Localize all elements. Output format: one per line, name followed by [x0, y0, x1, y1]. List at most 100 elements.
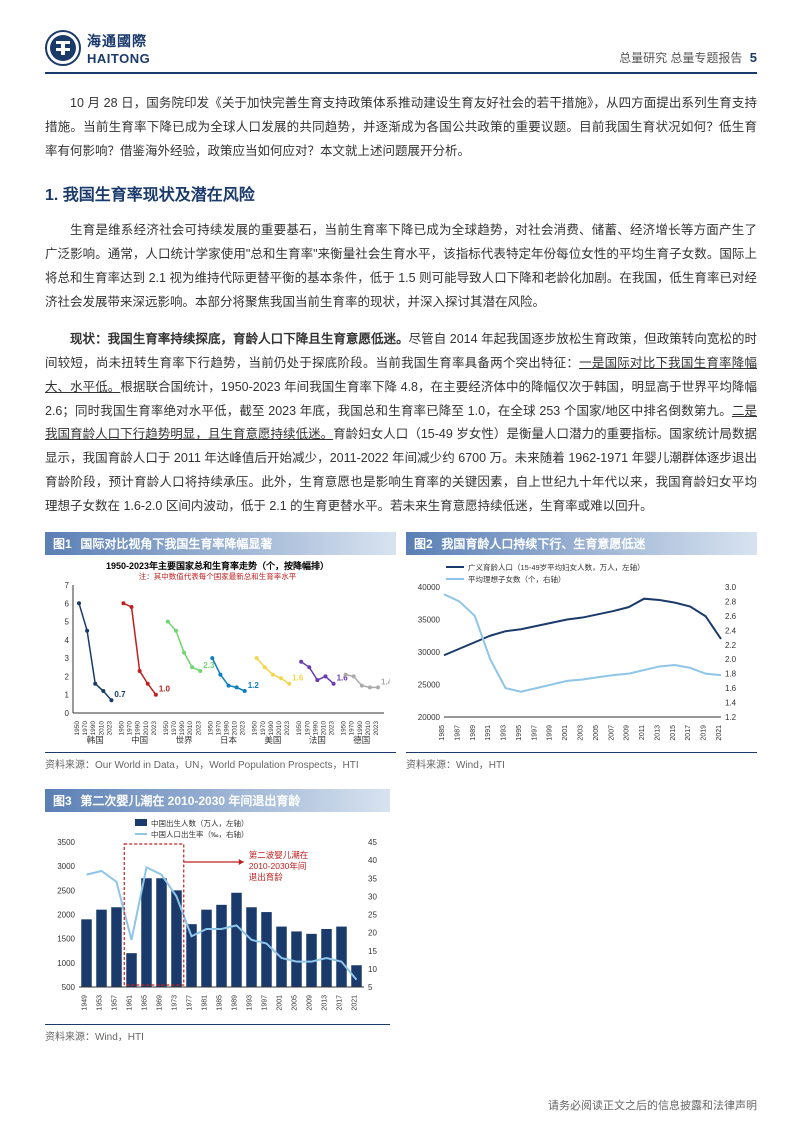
- svg-text:广义育龄人口（15-49岁平均妇女人数，万人，左轴）: 广义育龄人口（15-49岁平均妇女人数，万人，左轴）: [468, 562, 645, 572]
- svg-text:第二波婴儿潮在: 第二波婴儿潮在: [249, 850, 309, 860]
- paragraph-3: 现状：我国生育率持续探底，育龄人口下降且生育意愿低迷。尽管自 2014 年起我国…: [45, 328, 757, 518]
- svg-text:30: 30: [368, 893, 377, 902]
- svg-text:1000: 1000: [57, 959, 75, 968]
- chart2-source: 资料来源：Wind，HTI: [406, 752, 757, 777]
- svg-text:2017: 2017: [685, 725, 692, 741]
- svg-text:2010: 2010: [320, 721, 327, 736]
- svg-text:2010: 2010: [143, 721, 150, 736]
- svg-text:2001: 2001: [277, 995, 284, 1011]
- svg-text:1977: 1977: [187, 995, 194, 1011]
- svg-text:1970: 1970: [171, 721, 178, 736]
- header-right: 总量研究 总量专题报告 5: [619, 49, 757, 66]
- svg-text:2.8: 2.8: [725, 598, 737, 607]
- chart2: 广义育龄人口（15-49岁平均妇女人数，万人，左轴）平均理想子女数（个，右轴）2…: [406, 557, 751, 747]
- svg-text:1.6: 1.6: [725, 684, 737, 693]
- svg-text:1950: 1950: [296, 721, 303, 736]
- svg-text:日本: 日本: [220, 735, 238, 745]
- svg-text:1961: 1961: [127, 995, 134, 1011]
- svg-text:退出育龄: 退出育龄: [249, 872, 284, 882]
- chart3-title: 图3 第二次婴儿潮在 2010-2030 年间退出育龄: [45, 789, 390, 812]
- svg-text:韩国: 韩国: [87, 735, 104, 745]
- svg-text:0: 0: [65, 709, 70, 718]
- svg-text:2019: 2019: [701, 725, 708, 741]
- svg-text:2011: 2011: [639, 725, 646, 740]
- footer-disclaimer: 请务必阅读正文之后的信息披露和法律声明: [548, 1097, 757, 1113]
- svg-text:1970: 1970: [82, 721, 89, 736]
- svg-text:1997: 1997: [531, 725, 538, 741]
- svg-text:德国: 德国: [353, 735, 370, 745]
- chart1: 1950-2023年主要国家总和生育率走势（个，按降幅排）注：其中数值代表每个国…: [45, 557, 390, 747]
- svg-text:20000: 20000: [418, 713, 441, 722]
- svg-text:1.6: 1.6: [292, 674, 304, 683]
- svg-text:1990: 1990: [179, 721, 186, 736]
- svg-text:2010: 2010: [98, 721, 105, 736]
- svg-text:1999: 1999: [547, 725, 554, 741]
- svg-text:6: 6: [65, 600, 70, 609]
- svg-text:40000: 40000: [418, 583, 441, 592]
- paragraph-intro: 10 月 28 日，国务院印发《关于加快完善生育支持政策体系推动建设生育友好社会…: [45, 92, 757, 163]
- chart2-title: 图2 我国育龄人口持续下行、生育意愿低迷: [406, 532, 757, 555]
- svg-text:1949: 1949: [82, 995, 89, 1011]
- svg-text:1970: 1970: [349, 721, 356, 736]
- svg-text:1985: 1985: [439, 725, 446, 741]
- svg-text:2.0: 2.0: [725, 655, 737, 664]
- svg-text:1990: 1990: [224, 721, 231, 736]
- svg-text:3500: 3500: [57, 838, 75, 847]
- svg-text:3.0: 3.0: [725, 583, 737, 592]
- svg-text:1993: 1993: [501, 725, 508, 741]
- page-header: 海通國際 HAITONG 总量研究 总量专题报告 5: [45, 30, 757, 74]
- svg-text:2023: 2023: [151, 721, 158, 736]
- chart2-box: 图2 我国育龄人口持续下行、生育意愿低迷 广义育龄人口（15-49岁平均妇女人数…: [406, 532, 757, 777]
- svg-text:1950: 1950: [341, 721, 348, 736]
- svg-text:2017: 2017: [337, 995, 344, 1011]
- svg-text:1953: 1953: [97, 995, 104, 1011]
- svg-text:1989: 1989: [232, 995, 239, 1011]
- svg-text:2023: 2023: [240, 721, 247, 736]
- svg-text:1950-2023年主要国家总和生育率走势（个，按降幅排）: 1950-2023年主要国家总和生育率走势（个，按降幅排）: [106, 560, 329, 571]
- svg-text:5: 5: [368, 983, 373, 992]
- svg-text:2023: 2023: [329, 721, 336, 736]
- svg-text:2023: 2023: [106, 721, 113, 736]
- svg-text:1990: 1990: [312, 721, 319, 736]
- svg-text:1.2: 1.2: [248, 681, 260, 690]
- svg-text:10: 10: [368, 965, 377, 974]
- svg-text:35: 35: [368, 875, 377, 884]
- svg-text:2010: 2010: [232, 721, 239, 736]
- svg-text:1990: 1990: [268, 721, 275, 736]
- svg-text:30000: 30000: [418, 648, 441, 657]
- svg-text:2013: 2013: [654, 725, 661, 741]
- svg-text:1990: 1990: [357, 721, 364, 736]
- svg-text:1981: 1981: [202, 995, 209, 1011]
- svg-text:2.2: 2.2: [725, 641, 737, 650]
- svg-text:1987: 1987: [454, 725, 461, 741]
- svg-text:1.4: 1.4: [725, 699, 737, 708]
- svg-text:1970: 1970: [260, 721, 267, 736]
- svg-text:1989: 1989: [470, 725, 477, 741]
- svg-text:2009: 2009: [307, 995, 314, 1011]
- chart1-source: 资料来源：Our World in Data，UN，World Populati…: [45, 752, 396, 777]
- svg-text:世界: 世界: [176, 735, 194, 745]
- logo-text-en: HAITONG: [87, 51, 150, 66]
- svg-text:25000: 25000: [418, 681, 441, 690]
- p3-lead: 现状：我国生育率持续探底，育龄人口下降且生育意愿低迷。: [70, 332, 409, 346]
- chart1-box: 图1 国际对比视角下我国生育率降幅显著 1950-2023年主要国家总和生育率走…: [45, 532, 396, 777]
- svg-text:法国: 法国: [309, 735, 326, 745]
- svg-text:20: 20: [368, 929, 377, 938]
- svg-text:1.0: 1.0: [159, 685, 171, 694]
- svg-text:2500: 2500: [57, 887, 75, 896]
- svg-text:1.8: 1.8: [725, 670, 737, 679]
- svg-text:1993: 1993: [247, 995, 254, 1011]
- svg-text:1969: 1969: [157, 995, 164, 1011]
- svg-text:35000: 35000: [418, 616, 441, 625]
- chart3-source: 资料来源：Wind，HTI: [45, 1024, 390, 1049]
- svg-text:1991: 1991: [485, 725, 492, 741]
- svg-text:1995: 1995: [516, 725, 523, 741]
- svg-text:2003: 2003: [578, 725, 585, 741]
- logo-text-cn: 海通國際: [87, 31, 150, 51]
- svg-text:注：其中数值代表每个国家最新总和生育率水平: 注：其中数值代表每个国家最新总和生育率水平: [139, 571, 297, 581]
- svg-text:1.2: 1.2: [725, 713, 737, 722]
- svg-text:2.3: 2.3: [203, 661, 215, 670]
- svg-text:15: 15: [368, 947, 377, 956]
- svg-text:4: 4: [65, 636, 70, 645]
- svg-text:2010-2030年间: 2010-2030年间: [249, 861, 307, 871]
